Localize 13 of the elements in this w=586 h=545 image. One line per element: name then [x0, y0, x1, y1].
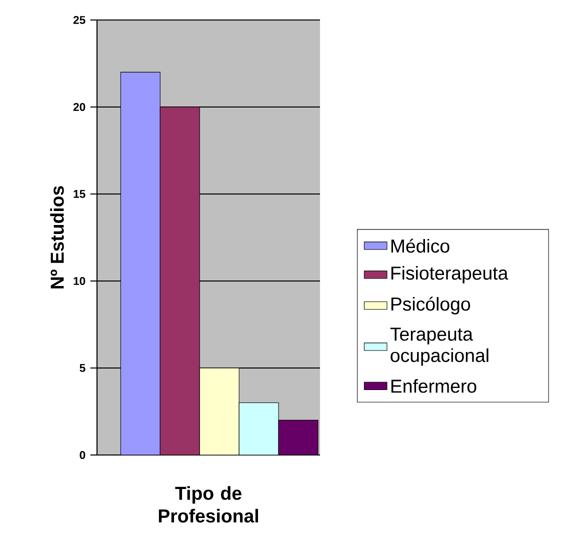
y-tick-label: 20 [73, 102, 86, 111]
y-tick-label: 15 [74, 190, 86, 198]
legend-label: Fisioterapeuta [391, 266, 508, 284]
legend-label: Médico [391, 238, 450, 253]
y-tick-label: 25 [73, 16, 86, 24]
legend-label: Enfermero [391, 379, 476, 393]
legend-label: Terapeuta ocupacional [390, 328, 488, 366]
y-tick-label: 10 [74, 276, 86, 285]
legend-label: Psicólogo [391, 296, 470, 314]
y-tick-label: 5 [80, 364, 86, 372]
y-axis-title: Nº Estudios [50, 186, 64, 288]
x-axis-title: Tipo de Profesional [158, 486, 258, 523]
y-tick-label: 0 [80, 450, 86, 459]
